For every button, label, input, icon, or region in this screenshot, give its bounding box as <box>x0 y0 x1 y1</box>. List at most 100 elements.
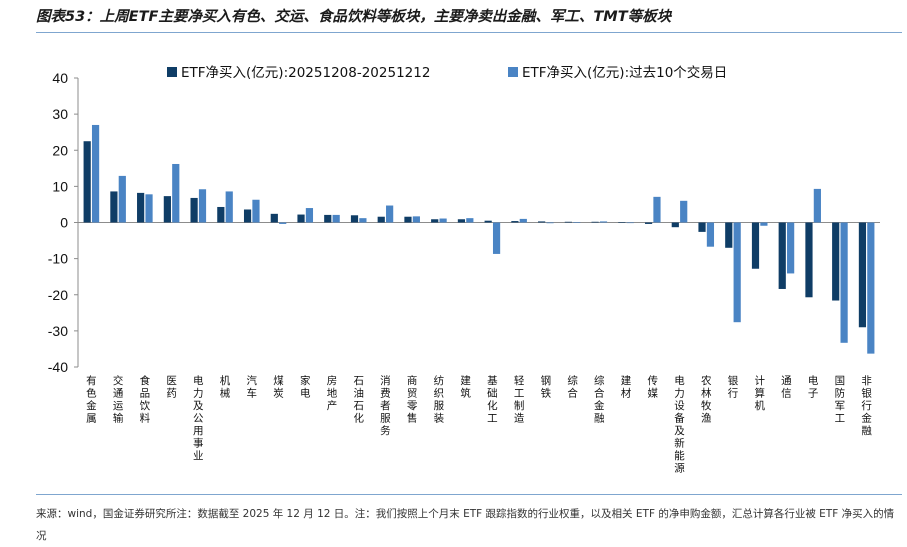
bar-series1-27 <box>805 222 813 298</box>
bar-series1-28 <box>832 222 840 301</box>
category-label: 家电 <box>300 374 311 400</box>
bar-series2-20 <box>626 222 634 224</box>
bar-series2-1 <box>118 175 126 223</box>
bar-series2-28 <box>840 222 848 343</box>
bar-series1-20 <box>618 222 626 223</box>
bar-series2-6 <box>252 199 260 223</box>
bar-series1-11 <box>377 216 385 223</box>
category-label: 非银行金融 <box>861 375 872 437</box>
y-tick-label: -10 <box>48 251 68 267</box>
category-label: 银行 <box>728 374 739 400</box>
bar-series1-25 <box>751 222 760 269</box>
bar-series1-29 <box>858 222 867 328</box>
category-label: 钢铁 <box>541 374 552 400</box>
bar-series2-26 <box>787 222 795 274</box>
bar-series1-10 <box>350 215 359 223</box>
bar-series2-18 <box>573 222 581 223</box>
bar-series2-13 <box>439 218 447 223</box>
bar-series1-24 <box>725 222 733 248</box>
category-label: 通信 <box>781 375 792 400</box>
y-tick-label: 30 <box>52 106 68 122</box>
category-label: 有色金属 <box>86 374 97 425</box>
bar-series1-13 <box>431 219 439 223</box>
bar-series2-11 <box>386 205 394 223</box>
bar-series2-29 <box>867 222 875 354</box>
bar-series1-4 <box>190 197 198 223</box>
bar-series2-9 <box>332 214 340 223</box>
category-label: 轻工制造 <box>514 374 525 425</box>
bar-series1-2 <box>137 192 145 223</box>
y-tick-label: -30 <box>48 323 68 339</box>
bar-series2-14 <box>466 218 474 223</box>
bar-series2-2 <box>145 194 153 223</box>
category-label: 电力设备及新能源 <box>674 374 685 475</box>
bar-series2-25 <box>760 222 768 226</box>
bar-series2-19 <box>599 221 608 223</box>
bar-series1-17 <box>538 221 546 223</box>
bar-series1-9 <box>324 214 332 223</box>
bar-series2-3 <box>172 163 180 223</box>
chart-title: 图表53：上周ETF主要净买入有色、交运、食品饮料等板块，主要净卖出金融、军工、… <box>36 9 672 25</box>
footer-divider <box>36 494 902 495</box>
bar-series2-22 <box>680 200 688 223</box>
bar-chart: 40 30 20 10 0 -10 -20 -30 -40 有色金属 交通运输 食品饮料 医药 电力及公… <box>48 64 880 475</box>
category-label: 计算机 <box>754 374 765 412</box>
bar-series1-26 <box>778 222 786 289</box>
bar-series2-15 <box>492 222 501 254</box>
bar-series1-19 <box>591 221 599 223</box>
category-label: 医药 <box>166 375 177 400</box>
bar-series1-3 <box>163 196 171 223</box>
y-tick-label: 10 <box>52 178 68 194</box>
category-label: 传媒 <box>648 375 659 400</box>
bar-series2-17 <box>546 222 554 224</box>
bar-series2-27 <box>813 188 821 223</box>
bar-series1-5 <box>217 206 225 223</box>
bar-series2-12 <box>412 216 420 223</box>
bar-series1-22 <box>671 222 679 228</box>
bar-series2-16 <box>519 218 527 223</box>
category-label: 电子 <box>808 374 819 400</box>
category-label: 煤炭 <box>273 374 284 400</box>
bar-series1-0 <box>83 141 91 223</box>
legend-swatch-1 <box>167 67 177 77</box>
bar-series1-23 <box>698 222 706 232</box>
category-label: 建筑 <box>460 374 471 400</box>
bar-series2-10 <box>359 218 367 223</box>
category-label: 房地产 <box>327 374 338 412</box>
bar-series2-24 <box>733 222 741 323</box>
category-label: 综合金融 <box>594 374 605 425</box>
category-label: 基础化工 <box>487 374 498 425</box>
legend-label-2: ETF净买入(亿元):过去10个交易日 <box>522 64 727 81</box>
category-label: 石油石化 <box>353 375 364 425</box>
bar-series2-5 <box>225 191 233 223</box>
bar-series1-6 <box>243 209 252 223</box>
bar-series2-4 <box>198 189 207 223</box>
y-tick-label: 0 <box>60 215 68 231</box>
legend-swatch-2 <box>508 67 518 77</box>
bar-series1-12 <box>404 216 412 223</box>
y-tick-label: -40 <box>48 359 68 375</box>
category-label: 商贸零售 <box>407 374 418 425</box>
category-label: 综合 <box>567 374 578 400</box>
source-note: 来源：wind，国金证券研究所注：数据截至 2025 年 12 月 12 日。注… <box>36 508 895 542</box>
bars <box>83 124 875 354</box>
category-label: 交通运输 <box>113 374 124 425</box>
category-label: 机械 <box>220 374 231 400</box>
bar-series2-7 <box>279 222 287 224</box>
category-label: 消费者服务 <box>380 374 391 437</box>
legend-label-1: ETF净买入(亿元):20251208-20251212 <box>181 65 430 81</box>
bar-series2-8 <box>305 208 314 223</box>
title-divider <box>36 32 902 33</box>
category-label: 纺织服装 <box>434 374 445 425</box>
bar-series1-15 <box>484 220 492 223</box>
y-tick-label: 20 <box>52 142 68 158</box>
y-axis: 40 30 20 10 0 -10 -20 -30 -40 <box>48 70 880 375</box>
y-tick-label: 40 <box>52 70 68 86</box>
bar-series2-0 <box>91 124 100 223</box>
category-label: 食品饮料 <box>140 374 151 425</box>
category-label: 国防军工 <box>835 375 846 425</box>
bar-series1-21 <box>644 222 653 224</box>
legend: ETF净买入(亿元):20251208-20251212 ETF净买入(亿元):过… <box>167 64 727 81</box>
y-tick-label: -20 <box>48 287 68 303</box>
